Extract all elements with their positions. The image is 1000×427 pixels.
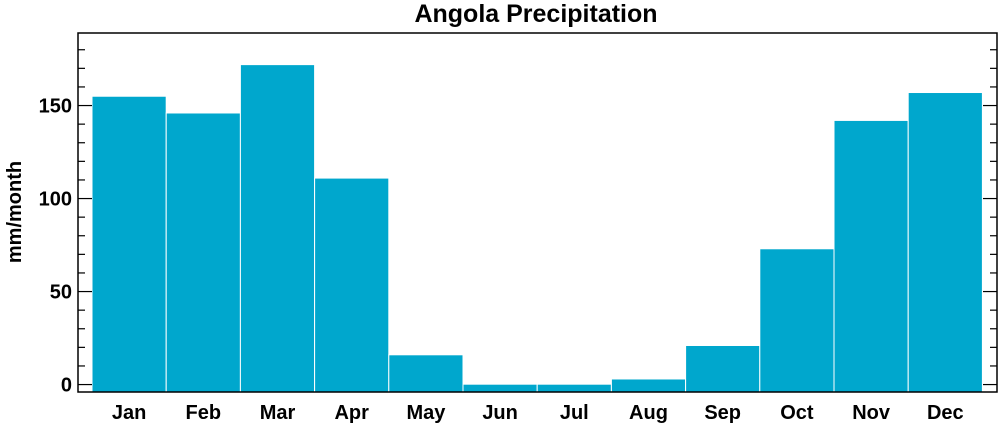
bar-jun (462, 383, 538, 393)
bar-feb (165, 112, 241, 393)
bar-mar (239, 64, 316, 393)
x-tick-label: Dec (927, 402, 964, 424)
y-ticks-group: 0 50 100 150 (39, 49, 997, 397)
x-ticks-group: Jan Feb Mar Apr May Jun Jul Aug Sep Oct Nov Dec (112, 402, 964, 424)
y-axis-label: mm/month (4, 161, 26, 263)
x-tick-label: Aug (629, 402, 668, 424)
x-tick-label: May (406, 402, 446, 424)
bar-aug (610, 378, 687, 393)
bar-jul (536, 383, 612, 393)
x-tick-label: Nov (852, 402, 891, 424)
x-tick-label: Jan (112, 402, 146, 424)
x-tick-label: Sep (704, 402, 741, 424)
bar-oct (759, 248, 835, 393)
chart-title: Angola Precipitation (414, 0, 657, 28)
plot-frame (77, 32, 998, 393)
bars-group (91, 64, 983, 393)
bar-jan (91, 95, 167, 393)
x-tick-label: Apr (334, 402, 369, 424)
x-tick-label: Jun (482, 402, 518, 424)
bar-dec (907, 92, 983, 393)
x-tick-label: Jul (560, 402, 589, 424)
bar-apr (314, 177, 390, 393)
y-tick-label: 150 (39, 96, 72, 118)
bar-sep (685, 344, 761, 393)
y-tick-label: 100 (39, 189, 72, 211)
x-tick-label: Oct (780, 402, 814, 424)
bar-nov (833, 119, 909, 393)
y-tick-label: 50 (50, 282, 72, 304)
x-tick-label: Feb (186, 402, 222, 424)
x-tick-label: Mar (260, 402, 296, 424)
y-tick-label: 0 (61, 375, 72, 397)
axes-group (77, 32, 998, 393)
bar-may (388, 354, 464, 393)
